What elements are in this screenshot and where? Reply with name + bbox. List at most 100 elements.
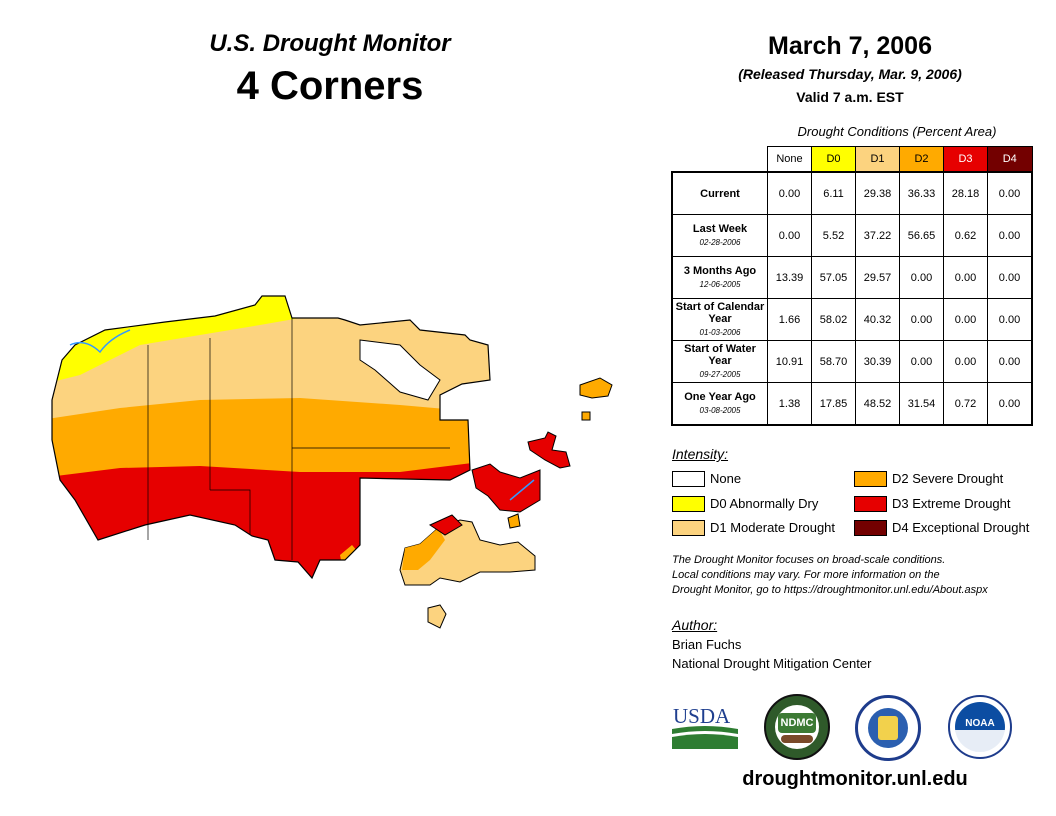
legend-label: D2 Severe Drought xyxy=(892,471,1004,486)
cell: 0.72 xyxy=(943,382,988,426)
cell: 58.02 xyxy=(811,298,856,341)
col-d1: D1 xyxy=(855,146,900,173)
table-row-current: Current 0.00 6.11 29.38 36.33 28.18 0.00 xyxy=(671,171,1033,215)
row-label: Start of Calendar Year 01-03-2006 xyxy=(671,298,768,341)
row-label: 3 Months Ago 12-06-2005 xyxy=(671,256,768,299)
table-row-calendar-year: Start of Calendar Year 01-03-2006 1.66 58… xyxy=(671,298,1033,341)
col-none: None xyxy=(767,146,812,173)
map-unit xyxy=(428,514,463,536)
table-header-row: None D0 D1 D2 D3 D4 xyxy=(672,146,1033,173)
legend-swatch xyxy=(672,520,705,536)
svg-text:USDA: USDA xyxy=(673,704,731,728)
table-caption: Drought Conditions (Percent Area) xyxy=(797,124,997,139)
cell: 0.00 xyxy=(987,214,1033,257)
cell: 0.00 xyxy=(987,340,1033,383)
cell: 0.00 xyxy=(899,256,944,299)
cell: 1.66 xyxy=(767,298,812,341)
legend-swatch xyxy=(672,471,705,487)
cell: 40.32 xyxy=(855,298,900,341)
river xyxy=(69,329,131,354)
cell: 37.22 xyxy=(855,214,900,257)
cell: 1.38 xyxy=(767,382,812,426)
table-row-one-year: One Year Ago 03-08-2005 1.38 17.85 48.52 … xyxy=(671,382,1033,426)
map-unit xyxy=(527,431,571,469)
region-title: 4 Corners xyxy=(236,64,424,108)
disclaimer-note: The Drought Monitor focuses on broad-sca… xyxy=(672,553,1052,598)
author-name: Brian Fuchs xyxy=(672,637,742,652)
cell: 0.00 xyxy=(987,382,1033,426)
cell: 31.54 xyxy=(899,382,944,426)
usda-logo: USDA xyxy=(672,704,738,749)
cell: 36.33 xyxy=(899,171,944,215)
legend-swatch xyxy=(854,496,887,512)
cell: 57.05 xyxy=(811,256,856,299)
eagle-icon xyxy=(878,716,898,740)
cell: 56.65 xyxy=(899,214,944,257)
cell: 10.91 xyxy=(767,340,812,383)
note-line: Local conditions may vary. For more info… xyxy=(672,569,940,581)
legend-label: None xyxy=(710,471,742,486)
cell: 29.57 xyxy=(855,256,900,299)
row-label: One Year Ago 03-08-2005 xyxy=(671,382,768,426)
valid-time: Valid 7 a.m. EST xyxy=(796,89,904,105)
cell: 0.00 xyxy=(899,298,944,341)
legend-swatch xyxy=(854,471,887,487)
legend-label: D0 Abnormally Dry xyxy=(710,496,819,511)
row-label: Start of Water Year 09-27-2005 xyxy=(671,340,768,383)
legend-title: Intensity: xyxy=(672,446,729,462)
noaa-logo: NOAA xyxy=(948,695,1012,759)
col-d0: D0 xyxy=(811,146,856,173)
cell: 0.62 xyxy=(943,214,988,257)
ndmc-logo: NDMC xyxy=(764,694,830,760)
author-org: National Drought Mitigation Center xyxy=(672,656,872,671)
cell: 5.52 xyxy=(811,214,856,257)
river xyxy=(509,479,535,501)
legend-label: D1 Moderate Drought xyxy=(710,520,836,535)
legend-label: D3 Extreme Drought xyxy=(892,496,1011,511)
note-line: The Drought Monitor focuses on broad-sca… xyxy=(672,554,946,566)
cell: 58.70 xyxy=(811,340,856,383)
site-url[interactable]: droughtmonitor.unl.edu xyxy=(742,768,968,790)
cell: 0.00 xyxy=(943,340,988,383)
table-row-water-year: Start of Water Year 09-27-2005 10.91 58.7… xyxy=(671,340,1033,383)
commerce-seal xyxy=(855,695,921,761)
table-row-last-week: Last Week 02-28-2006 0.00 5.52 37.22 56.6… xyxy=(671,214,1033,257)
cell: 6.11 xyxy=(811,171,856,215)
legend-swatch xyxy=(672,496,705,512)
row-label: Current xyxy=(671,171,768,215)
cell: 30.39 xyxy=(855,340,900,383)
cell: 0.00 xyxy=(987,298,1033,341)
note-line: Drought Monitor, go to https://droughtmo… xyxy=(672,584,988,596)
county-lines xyxy=(147,318,450,560)
cell: 13.39 xyxy=(767,256,812,299)
legend-label: D4 Exceptional Drought xyxy=(892,520,1030,535)
header-blank xyxy=(672,147,768,173)
drought-stats-table: None D0 D1 D2 D3 D4 Current 0.00 6.11 29… xyxy=(671,146,1033,426)
col-d4: D4 xyxy=(987,146,1033,173)
author-heading: Author: xyxy=(672,617,718,633)
map-unit xyxy=(579,377,613,399)
cell: 0.00 xyxy=(899,340,944,383)
drought-map xyxy=(51,295,613,629)
cell: 0.00 xyxy=(943,256,988,299)
row-label: Last Week 02-28-2006 xyxy=(671,214,768,257)
table-row-3-months: 3 Months Ago 12-06-2005 13.39 57.05 29.57… xyxy=(671,256,1033,299)
legend-swatch xyxy=(854,520,887,536)
cell: 0.00 xyxy=(767,214,812,257)
map-unit xyxy=(427,604,447,629)
col-d2: D2 xyxy=(899,146,944,173)
cell: 48.52 xyxy=(855,382,900,426)
map-date: March 7, 2006 xyxy=(768,32,932,60)
cell: 29.38 xyxy=(855,171,900,215)
col-d3: D3 xyxy=(943,146,988,173)
cell: 0.00 xyxy=(943,298,988,341)
release-date: (Released Thursday, Mar. 9, 2006) xyxy=(738,66,962,82)
map-unit xyxy=(471,463,541,513)
monitor-title: U.S. Drought Monitor xyxy=(209,30,451,57)
map-unit xyxy=(402,528,445,570)
cell: 0.00 xyxy=(987,256,1033,299)
map-unit xyxy=(581,411,591,421)
cell: 0.00 xyxy=(987,171,1033,215)
cell: 28.18 xyxy=(943,171,988,215)
cell: 0.00 xyxy=(767,171,812,215)
